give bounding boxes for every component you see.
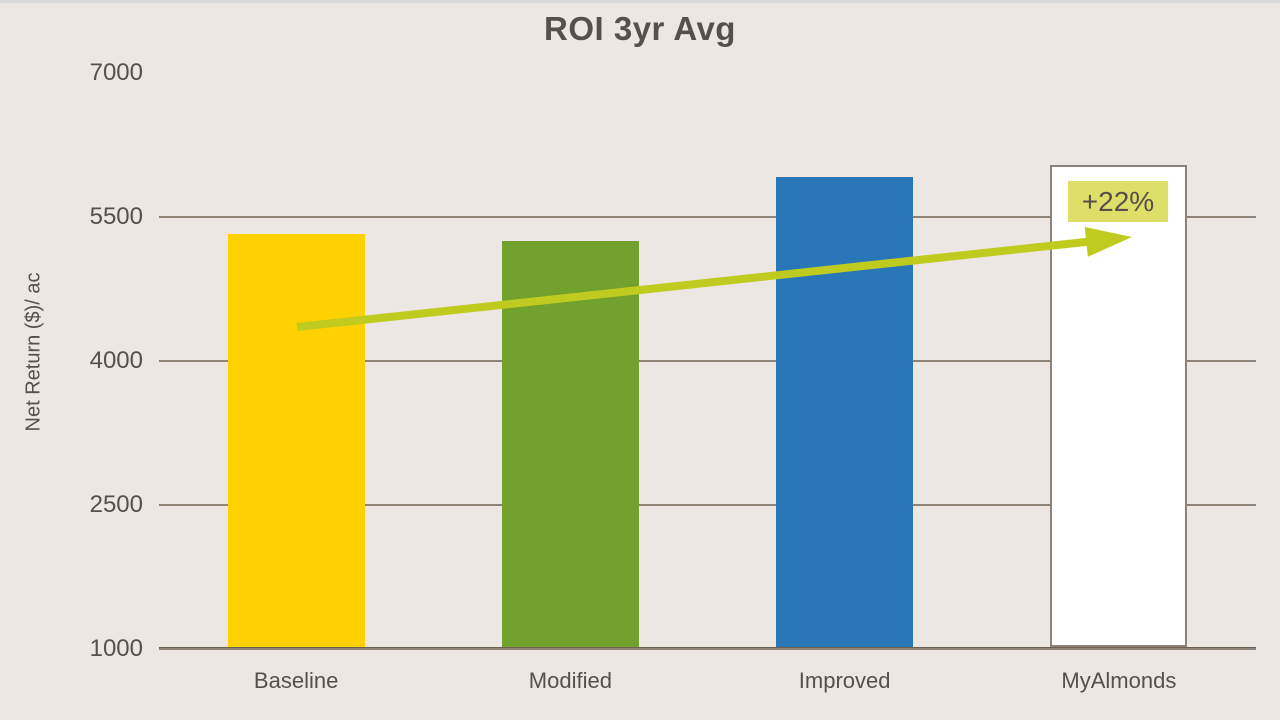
x-label-modified: Modified — [528, 668, 612, 693]
bar-myalmonds — [1050, 164, 1188, 647]
x-label-myalmonds: MyAlmonds — [1061, 668, 1177, 693]
gridline-1000 — [159, 648, 1256, 650]
bar-modified — [501, 241, 639, 647]
x-label-improved: Improved — [798, 668, 891, 693]
gridline-2500 — [159, 504, 1256, 506]
window-top-edge — [0, 0, 1280, 3]
y-tick-label-2500: 2500 — [89, 491, 143, 518]
bar-baseline — [227, 234, 365, 647]
y-tick-label-7000: 7000 — [89, 59, 143, 86]
y-tick-label-5500: 5500 — [89, 203, 143, 230]
chart-title: ROI 3yr Avg — [544, 10, 736, 47]
gridline-4000 — [159, 360, 1256, 362]
x-label-baseline: Baseline — [253, 668, 339, 693]
gridline-5500 — [159, 216, 1256, 218]
plot-area — [159, 73, 1256, 650]
growth-callout-badge: +22% — [1068, 181, 1168, 222]
bar-improved — [776, 176, 914, 647]
y-tick-label-4000: 4000 — [89, 347, 143, 374]
y-tick-label-1000: 1000 — [89, 635, 143, 662]
